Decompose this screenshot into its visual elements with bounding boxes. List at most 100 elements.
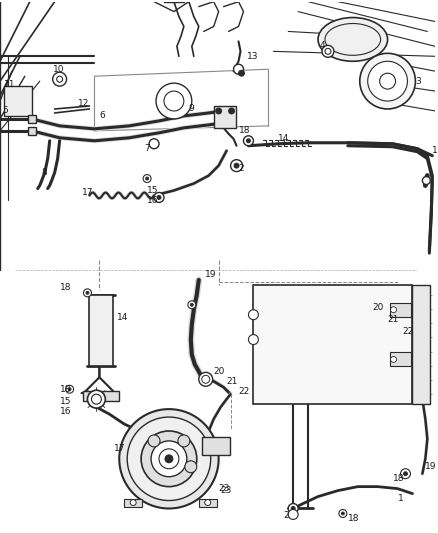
Text: 1: 1 [432, 146, 438, 155]
Circle shape [325, 49, 331, 54]
Circle shape [247, 139, 251, 143]
Circle shape [202, 375, 210, 383]
Bar [389, 303, 411, 317]
Circle shape [215, 108, 222, 114]
Circle shape [322, 45, 334, 58]
Text: 14: 14 [278, 134, 290, 143]
Text: 14: 14 [117, 313, 129, 322]
Circle shape [360, 53, 415, 109]
Text: 1: 1 [398, 494, 403, 503]
Circle shape [422, 176, 430, 184]
Text: 23: 23 [221, 486, 232, 495]
Text: 2: 2 [283, 511, 289, 520]
Circle shape [157, 196, 161, 199]
Circle shape [400, 469, 410, 479]
Text: 2: 2 [239, 164, 244, 173]
Circle shape [391, 307, 396, 313]
Text: 19: 19 [425, 462, 437, 471]
Circle shape [165, 455, 173, 463]
Text: 13: 13 [247, 52, 258, 61]
Circle shape [244, 136, 254, 146]
Text: 8: 8 [42, 168, 47, 177]
Bar [254, 285, 413, 404]
Bar [202, 437, 230, 455]
Text: 23: 23 [219, 484, 230, 493]
Text: 4: 4 [320, 41, 325, 50]
Text: 18: 18 [348, 514, 359, 523]
Bar [389, 352, 411, 366]
Circle shape [233, 64, 244, 74]
Circle shape [248, 335, 258, 344]
Text: 18: 18 [60, 284, 71, 293]
Text: 9: 9 [189, 104, 194, 114]
Circle shape [188, 301, 196, 309]
Text: 18: 18 [392, 474, 404, 483]
Circle shape [185, 461, 197, 473]
Circle shape [229, 108, 234, 114]
Circle shape [145, 177, 148, 180]
Circle shape [288, 510, 298, 520]
Text: 16: 16 [60, 407, 71, 416]
Circle shape [143, 175, 151, 182]
Circle shape [66, 385, 74, 393]
Circle shape [248, 310, 258, 320]
Bar [4, 86, 32, 116]
Circle shape [291, 506, 295, 511]
Circle shape [130, 499, 136, 505]
Circle shape [239, 70, 244, 76]
Circle shape [154, 192, 164, 203]
Text: 22: 22 [239, 387, 250, 395]
Circle shape [57, 76, 63, 82]
Circle shape [68, 387, 71, 391]
Bar [413, 285, 430, 404]
Text: 21: 21 [226, 377, 238, 386]
Circle shape [191, 303, 193, 306]
Circle shape [391, 357, 396, 362]
Circle shape [151, 441, 187, 477]
Circle shape [84, 289, 92, 297]
Text: 12: 12 [78, 99, 89, 108]
Circle shape [403, 472, 407, 475]
Text: 10: 10 [53, 64, 64, 74]
Circle shape [205, 499, 211, 505]
Text: 5: 5 [2, 107, 8, 116]
Bar [89, 295, 113, 366]
Circle shape [339, 510, 347, 518]
Text: 16: 16 [147, 196, 159, 205]
Circle shape [119, 409, 219, 508]
Bar [214, 106, 236, 128]
Text: 15: 15 [147, 186, 159, 195]
Text: 6: 6 [99, 111, 105, 120]
Circle shape [127, 417, 211, 500]
Circle shape [199, 373, 213, 386]
Text: 18: 18 [60, 385, 71, 394]
Text: 20: 20 [373, 303, 384, 312]
Circle shape [341, 512, 344, 515]
Circle shape [53, 72, 67, 86]
Circle shape [148, 435, 160, 447]
Circle shape [230, 160, 243, 172]
Text: 3: 3 [415, 77, 421, 86]
Text: 15: 15 [60, 397, 71, 406]
Circle shape [156, 83, 192, 119]
Ellipse shape [318, 18, 388, 61]
Circle shape [368, 61, 407, 101]
Text: 17: 17 [114, 445, 126, 454]
Circle shape [92, 394, 101, 404]
Text: 18: 18 [239, 126, 250, 135]
Text: 20: 20 [214, 367, 225, 376]
Text: 21: 21 [388, 315, 399, 324]
Bar [199, 498, 217, 506]
Circle shape [380, 73, 396, 89]
Circle shape [141, 431, 197, 487]
Circle shape [149, 139, 159, 149]
Text: 19: 19 [205, 270, 216, 279]
Text: 11: 11 [4, 79, 15, 88]
Circle shape [178, 435, 190, 447]
Text: 17: 17 [81, 188, 93, 197]
Circle shape [164, 91, 184, 111]
Bar [28, 115, 36, 123]
Text: 22: 22 [403, 327, 414, 336]
Circle shape [288, 504, 298, 513]
Circle shape [159, 449, 179, 469]
